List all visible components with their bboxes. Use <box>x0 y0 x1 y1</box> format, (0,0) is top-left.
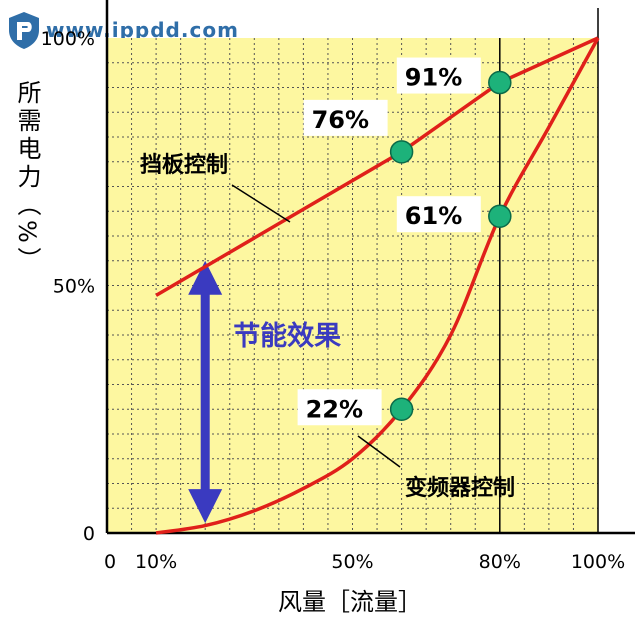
y-tick-label: 50% <box>53 276 95 298</box>
x-tick-label: 0 <box>104 551 116 573</box>
data-label-background <box>297 389 382 426</box>
data-label: 91% <box>405 64 462 92</box>
series-name-label: 挡板控制 <box>140 152 228 178</box>
x-tick-label: 50% <box>331 551 373 573</box>
savings-annotation-label: 节能效果 <box>233 320 341 352</box>
x-tick-label: 80% <box>479 551 521 573</box>
data-point-marker <box>389 397 414 421</box>
y-tick-label: 0 <box>83 523 95 545</box>
data-point-marker <box>389 140 414 164</box>
series-name-label: 变频器控制 <box>405 475 515 501</box>
series-name-leader <box>357 435 401 468</box>
series-name-leader <box>231 184 291 223</box>
savings-arrow-head-down <box>188 489 223 524</box>
data-label: 76% <box>312 106 369 134</box>
series-line-damper <box>155 36 599 297</box>
y-axis-title-wrap: 所需电力（%） <box>10 80 50 275</box>
data-label-background <box>303 99 388 136</box>
data-label-background <box>396 57 481 94</box>
shield-logo-icon <box>9 12 39 49</box>
y-tick-label: 100% <box>41 28 95 50</box>
x-tick-label: 100% <box>571 551 625 573</box>
data-label-background <box>396 196 481 233</box>
data-label: 22% <box>306 395 363 423</box>
savings-arrow-head-up <box>188 260 223 295</box>
x-tick-label: 10% <box>135 551 177 573</box>
data-point-marker <box>488 204 512 228</box>
y-axis-title: 所需电力（%） <box>13 80 41 275</box>
data-label: 61% <box>405 202 462 230</box>
x-axis-title: 风量［流量］ <box>278 588 422 616</box>
data-point-marker <box>488 70 512 95</box>
